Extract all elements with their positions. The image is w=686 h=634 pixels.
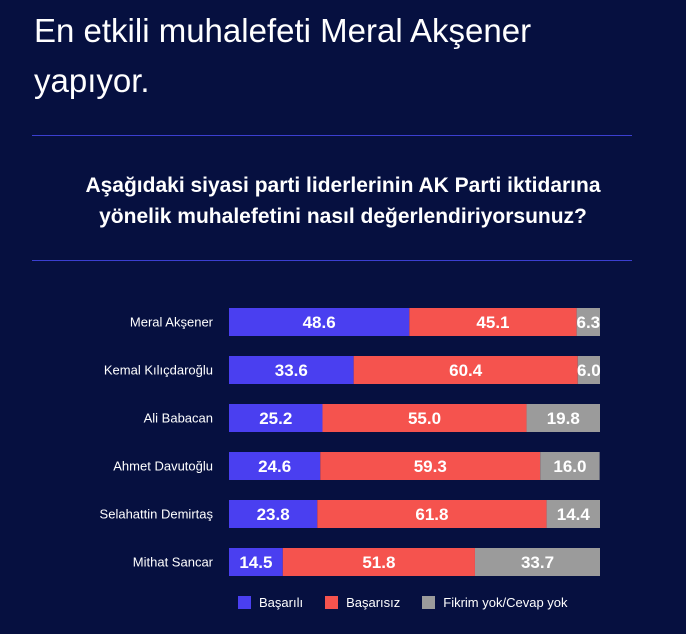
data-label-basarili: 48.6 bbox=[303, 313, 336, 332]
data-label-fikrim-yok: 33.7 bbox=[521, 553, 554, 572]
bar-segment-fikrim-yok bbox=[526, 404, 600, 432]
bar-segment-basarisiz bbox=[282, 548, 475, 576]
page-title: En etkili muhalefeti Meral Akşener yapıy… bbox=[34, 12, 532, 99]
bar-segment-fikrim-yok bbox=[576, 308, 600, 336]
category-label: Ali Babacan bbox=[144, 411, 213, 426]
legend-label-fikrim-yok: Fikrim yok/Cevap yok bbox=[443, 595, 568, 610]
bar-segment-basarili bbox=[229, 548, 283, 576]
category-label: Meral Akşener bbox=[130, 315, 214, 330]
data-label-fikrim-yok: 6.0 bbox=[577, 361, 601, 380]
survey-question-line-1: Aşağıdaki siyasi parti liderlerinin AK P… bbox=[85, 174, 601, 197]
legend-swatch-fikrim-yok bbox=[422, 596, 436, 609]
data-label-basarisiz: 51.8 bbox=[362, 553, 395, 572]
survey-question-line-2: yönelik muhalefetini nasıl değerlendiriy… bbox=[99, 205, 587, 228]
bar-row: Mithat Sancar 14.5 51.8 33.7 bbox=[133, 548, 600, 576]
legend-item-basarili: Başarılı bbox=[238, 595, 303, 610]
category-label: Ahmet Davutoğlu bbox=[113, 459, 213, 474]
legend-swatch-basarili bbox=[238, 596, 251, 609]
bar-segment-basarisiz bbox=[320, 452, 541, 480]
chart-legend: Başarılı Başarısız Fikrim yok/Cevap yok bbox=[238, 595, 590, 610]
data-label-basarili: 23.8 bbox=[257, 505, 290, 524]
legend-item-fikrim-yok: Fikrim yok/Cevap yok bbox=[422, 595, 568, 610]
data-label-basarili: 25.2 bbox=[259, 409, 292, 428]
divider-top bbox=[32, 135, 632, 136]
bar-segment-fikrim-yok bbox=[540, 452, 600, 480]
bar-segment-basarili bbox=[229, 308, 410, 336]
bar-row: Kemal Kılıçdaroğlu 33.6 60.4 6.0 bbox=[104, 356, 601, 384]
legend-label-basarili: Başarılı bbox=[259, 595, 304, 610]
category-label: Mithat Sancar bbox=[133, 555, 214, 570]
bar-segment-fikrim-yok bbox=[577, 356, 600, 384]
bar-segment-basarili bbox=[229, 452, 321, 480]
data-label-basarili: 24.6 bbox=[258, 457, 291, 476]
bar-segment-fikrim-yok bbox=[546, 500, 600, 528]
bar-segment-basarili bbox=[229, 500, 318, 528]
bar-row: Selahattin Demirtaş 23.8 61.8 14.4 bbox=[100, 500, 600, 528]
data-label-fikrim-yok: 6.3 bbox=[576, 313, 600, 332]
data-label-basarisiz: 60.4 bbox=[449, 361, 483, 380]
data-label-fikrim-yok: 19.8 bbox=[547, 409, 580, 428]
bar-segment-basarili bbox=[229, 404, 323, 432]
data-label-fikrim-yok: 16.0 bbox=[553, 457, 586, 476]
bar-segment-basarisiz bbox=[353, 356, 578, 384]
legend-swatch-basarisiz bbox=[325, 596, 339, 609]
category-label: Kemal Kılıçdaroğlu bbox=[104, 363, 213, 378]
bar-row: Ali Babacan 25.2 55.0 19.8 bbox=[144, 404, 600, 432]
bar-segment-basarili bbox=[229, 356, 354, 384]
data-label-basarili: 14.5 bbox=[239, 553, 272, 572]
bar-row: Meral Akşener 48.6 45.1 6.3 bbox=[130, 308, 600, 336]
bar-segment-basarisiz bbox=[409, 308, 577, 336]
divider-bottom bbox=[32, 260, 632, 261]
data-label-basarisiz: 55.0 bbox=[408, 409, 441, 428]
bar-segment-fikrim-yok bbox=[474, 548, 600, 576]
legend-item-basarisiz: Başarısız bbox=[325, 595, 400, 610]
category-label: Selahattin Demirtaş bbox=[100, 507, 214, 522]
bar-row: Ahmet Davutoğlu 24.6 59.3 16.0 bbox=[113, 452, 600, 480]
survey-question: Aşağıdaki siyasi parti liderlerinin AK P… bbox=[20, 170, 666, 232]
data-label-basarili: 33.6 bbox=[275, 361, 308, 380]
data-label-basarisiz: 45.1 bbox=[476, 313, 509, 332]
data-label-basarisiz: 59.3 bbox=[414, 457, 447, 476]
stacked-bar-chart: Meral Akşener 48.6 45.1 6.3 Kemal Kılıçdaroğ… bbox=[100, 308, 601, 576]
legend-label-basarisiz: Başarısız bbox=[346, 595, 401, 610]
bar-segment-basarisiz bbox=[317, 500, 547, 528]
bar-segment-basarisiz bbox=[322, 404, 527, 432]
data-label-basarisiz: 61.8 bbox=[415, 505, 448, 524]
data-label-fikrim-yok: 14.4 bbox=[557, 505, 591, 524]
